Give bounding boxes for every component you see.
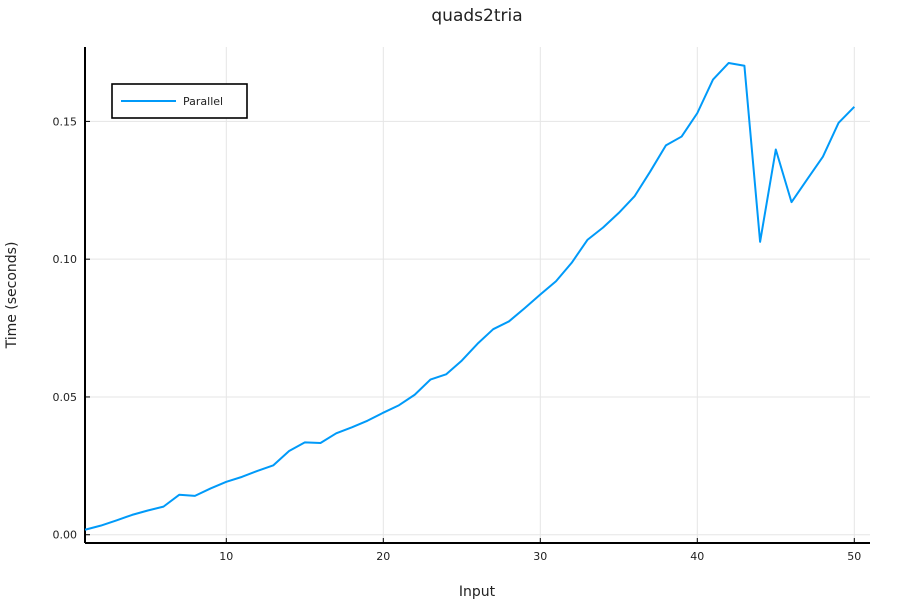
y-tick-label: 0.00 — [53, 529, 78, 542]
series-layer — [84, 61, 856, 531]
legend: Parallel — [111, 83, 248, 119]
grid — [85, 47, 870, 543]
x-tick-label: 40 — [690, 550, 704, 563]
ticks: 10 20 30 40 50 0.00 0.05 0.10 0.15 — [53, 115, 862, 563]
x-tick-label: 30 — [533, 550, 547, 563]
legend-label: Parallel — [183, 95, 223, 108]
chart-title: quads2tria — [431, 6, 522, 26]
x-axis-title: Input — [459, 584, 496, 600]
y-axis-title: Time (seconds) — [4, 242, 20, 350]
x-tick-label: 50 — [847, 550, 861, 563]
series-line-parallel — [84, 61, 856, 531]
axes — [84, 47, 870, 544]
x-tick-label: 10 — [219, 550, 233, 563]
y-tick-label: 0.15 — [53, 115, 78, 128]
y-tick-label: 0.10 — [53, 253, 78, 266]
x-tick-label: 20 — [376, 550, 390, 563]
y-tick-label: 0.05 — [53, 391, 78, 404]
